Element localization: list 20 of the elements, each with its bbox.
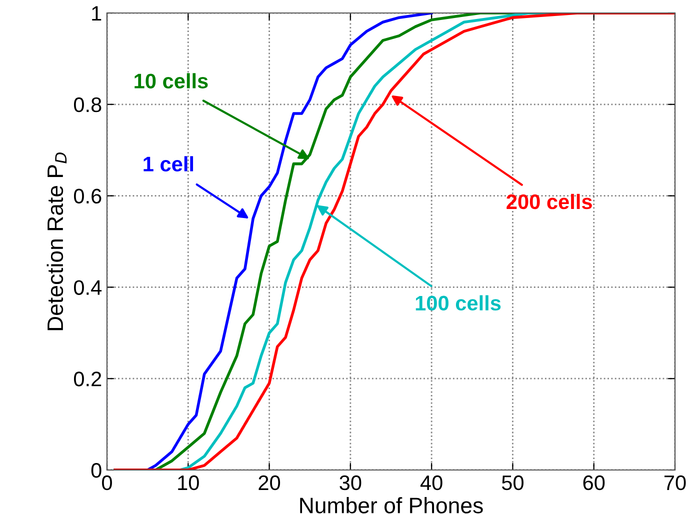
annotation: 200 cells bbox=[506, 194, 592, 210]
y-tick-label: 0 bbox=[91, 463, 102, 478]
x-tick-label: 20 bbox=[258, 475, 280, 490]
x-axis-title: Number of Phones bbox=[300, 497, 483, 514]
x-tick-label: 10 bbox=[178, 475, 199, 490]
annotation: 100 cells bbox=[416, 295, 501, 311]
y-tick-label: 0.8 bbox=[74, 97, 102, 112]
x-tick-label: 70 bbox=[664, 475, 686, 490]
annotation: 10 cells bbox=[134, 73, 208, 88]
y-axis-title: Detection Rate P$_{D}$ bbox=[46, 152, 67, 330]
y-tick-label: 0.2 bbox=[74, 372, 102, 386]
y-tick-label: 0.6 bbox=[74, 188, 102, 204]
y-tick-label: 0.4 bbox=[74, 280, 102, 295]
x-tick-label: 60 bbox=[583, 475, 605, 490]
x-tick-label: 0 bbox=[102, 475, 112, 490]
y-tick-label: 1 bbox=[92, 6, 102, 21]
x-tick-label: 40 bbox=[420, 475, 442, 490]
annotation: 1 cell bbox=[144, 156, 194, 172]
x-tick-label: 50 bbox=[502, 475, 524, 490]
x-tick-label: 30 bbox=[340, 475, 362, 490]
